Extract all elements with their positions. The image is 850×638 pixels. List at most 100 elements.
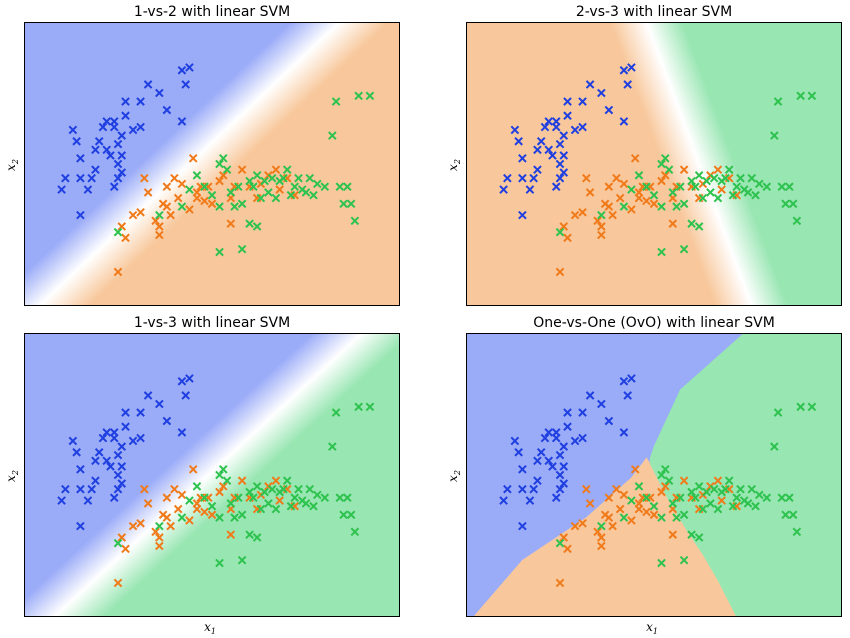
point-class-3: [751, 501, 760, 511]
point-class-2: [627, 516, 636, 525]
point-class-3: [249, 493, 258, 503]
point-class-2: [597, 541, 606, 551]
point-class-3: [694, 482, 704, 491]
point-class-3: [343, 182, 352, 192]
point-class-2: [597, 230, 606, 240]
point-class-3: [694, 171, 704, 180]
point-class-3: [252, 482, 262, 491]
point-class-2: [582, 173, 591, 183]
point-class-1: [533, 145, 542, 155]
point-class-3: [657, 470, 666, 480]
point-class-3: [721, 484, 730, 494]
point-class-3: [215, 558, 224, 568]
point-class-3: [207, 190, 217, 200]
point-class-1: [525, 185, 535, 194]
point-class-3: [788, 510, 798, 520]
point-class-3: [743, 499, 753, 508]
point-class-3: [155, 521, 164, 531]
point-class-2: [597, 533, 606, 542]
point-class-1: [555, 173, 565, 183]
point-class-2: [555, 578, 565, 588]
point-class-1: [143, 391, 153, 400]
point-class-1: [555, 159, 565, 169]
point-class-3: [634, 482, 644, 491]
point-class-3: [691, 182, 700, 192]
point-class-1: [143, 80, 153, 89]
point-class-3: [657, 558, 666, 568]
panel-1: 1-vs-2 with linear SVM: [24, 4, 400, 306]
point-class-1: [109, 182, 119, 192]
point-class-3: [230, 202, 239, 211]
point-class-3: [222, 165, 232, 174]
point-class-1: [533, 476, 542, 485]
point-class-3: [709, 173, 719, 183]
point-class-3: [792, 527, 802, 537]
point-class-3: [290, 182, 300, 192]
point-class-2: [555, 267, 565, 277]
decision-gradient: [466, 22, 842, 306]
point-class-1: [604, 105, 614, 115]
point-class-3: [691, 493, 700, 503]
point-class-1: [518, 465, 527, 474]
point-class-3: [249, 182, 258, 192]
point-class-1: [76, 173, 85, 183]
point-class-1: [83, 185, 93, 194]
point-class-3: [335, 493, 345, 503]
point-class-2: [128, 521, 138, 531]
point-class-2: [619, 490, 629, 500]
point-class-1: [72, 136, 81, 146]
point-class-3: [305, 484, 315, 494]
point-class-3: [252, 171, 262, 180]
point-class-3: [796, 402, 805, 412]
point-class-1: [619, 65, 629, 75]
point-class-2: [642, 507, 651, 517]
point-class-1: [109, 493, 119, 503]
point-class-2: [215, 176, 224, 186]
point-class-2: [188, 154, 198, 163]
point-class-3: [702, 487, 711, 497]
point-class-1: [623, 391, 632, 400]
point-class-1: [548, 462, 557, 471]
point-class-2: [162, 202, 172, 211]
decision-gradient: [24, 22, 400, 306]
y-axis-label-top-left: x2: [4, 159, 20, 171]
point-class-2: [173, 504, 183, 514]
point-class-3: [252, 533, 262, 542]
point-class-3: [660, 154, 670, 163]
point-class-2: [143, 188, 153, 197]
scatter-points: [57, 374, 375, 588]
point-class-3: [732, 182, 742, 192]
point-class-2: [604, 493, 614, 503]
point-class-1: [570, 436, 580, 446]
point-class-3: [207, 501, 217, 511]
point-class-3: [331, 97, 341, 106]
point-class-1: [185, 63, 194, 72]
point-class-1: [162, 105, 172, 115]
point-class-1: [578, 408, 587, 417]
point-class-3: [657, 513, 666, 522]
point-class-3: [226, 188, 236, 197]
point-class-1: [499, 185, 508, 194]
point-class-1: [177, 376, 187, 386]
point-class-3: [185, 185, 194, 194]
point-class-3: [279, 484, 288, 494]
point-class-2: [151, 527, 160, 537]
point-class-3: [597, 210, 606, 220]
point-class-2: [113, 578, 123, 588]
point-class-1: [102, 456, 112, 466]
point-class-1: [555, 450, 565, 460]
point-class-1: [510, 125, 520, 135]
point-class-1: [536, 136, 546, 146]
point-class-3: [679, 199, 689, 209]
point-class-1: [109, 428, 119, 437]
point-class-3: [634, 171, 644, 180]
point-class-3: [113, 538, 123, 548]
x-axis-label: x1: [204, 620, 216, 636]
point-class-2: [570, 521, 580, 531]
point-class-3: [260, 176, 269, 186]
point-class-1: [121, 97, 130, 106]
point-class-2: [166, 521, 175, 531]
point-class-1: [113, 470, 123, 480]
point-class-3: [294, 173, 303, 183]
point-class-1: [533, 456, 542, 466]
